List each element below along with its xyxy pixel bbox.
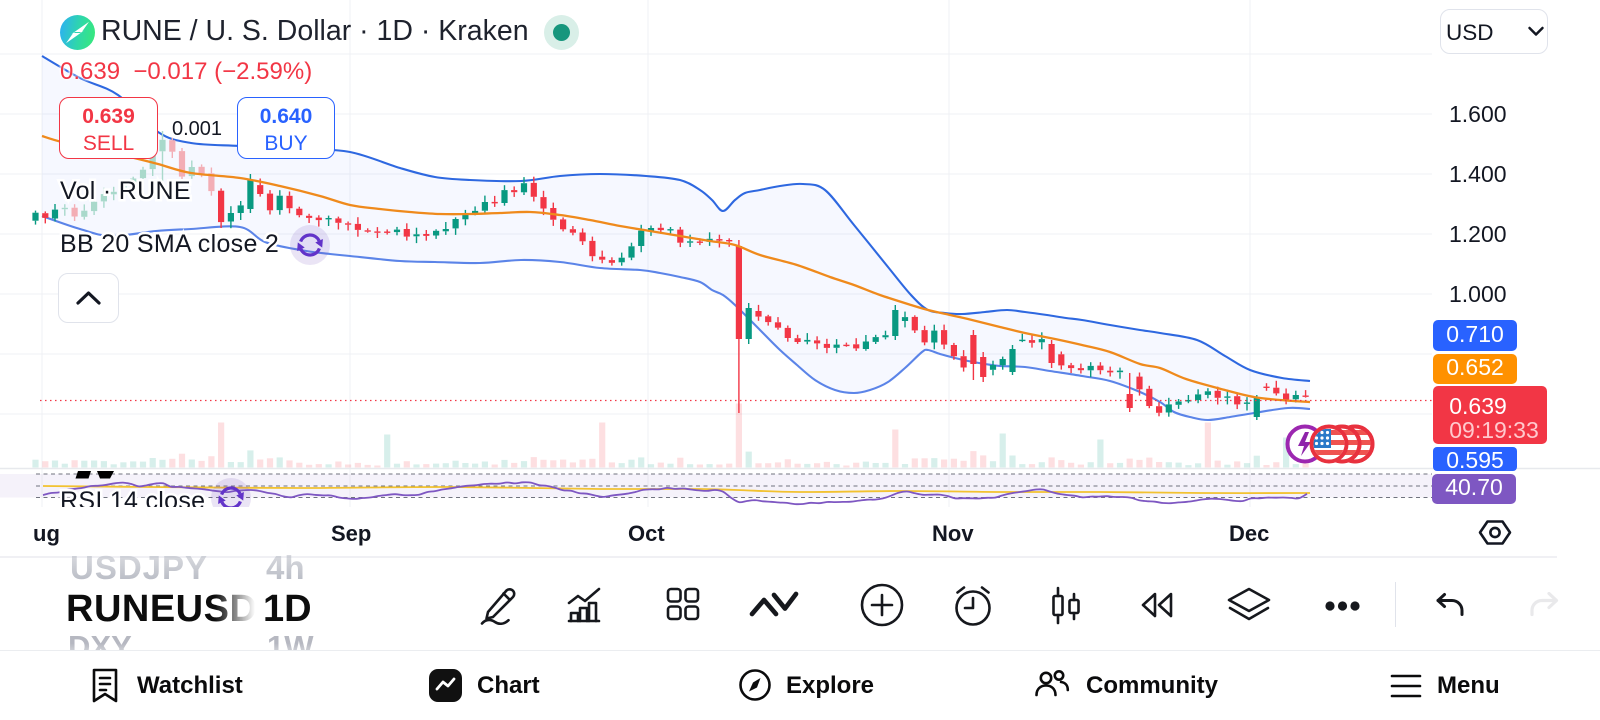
svg-text:09:19:33: 09:19:33 bbox=[1449, 417, 1539, 443]
svg-text:Nov: Nov bbox=[932, 521, 974, 546]
svg-text:Sep: Sep bbox=[331, 521, 371, 546]
svg-text:0.639: 0.639 bbox=[1449, 393, 1507, 419]
svg-text:0.595: 0.595 bbox=[1446, 447, 1504, 473]
svg-text:40.70: 40.70 bbox=[1445, 474, 1503, 500]
svg-text:0.652: 0.652 bbox=[1446, 354, 1504, 380]
svg-text:ug: ug bbox=[33, 521, 60, 546]
svg-text:1.400: 1.400 bbox=[1449, 161, 1507, 187]
svg-text:BB 20 SMA close 2: BB 20 SMA close 2 bbox=[60, 230, 279, 258]
svg-text:0.710: 0.710 bbox=[1446, 321, 1504, 347]
svg-text:Dec: Dec bbox=[1229, 521, 1269, 546]
svg-text:Oct: Oct bbox=[628, 521, 665, 546]
svg-text:1.000: 1.000 bbox=[1449, 281, 1507, 307]
svg-text:1.600: 1.600 bbox=[1449, 101, 1507, 127]
svg-text:RSI 14 close: RSI 14 close bbox=[60, 487, 205, 515]
svg-text:Vol · RUNE: Vol · RUNE bbox=[60, 177, 191, 205]
svg-text:1.200: 1.200 bbox=[1449, 221, 1507, 247]
